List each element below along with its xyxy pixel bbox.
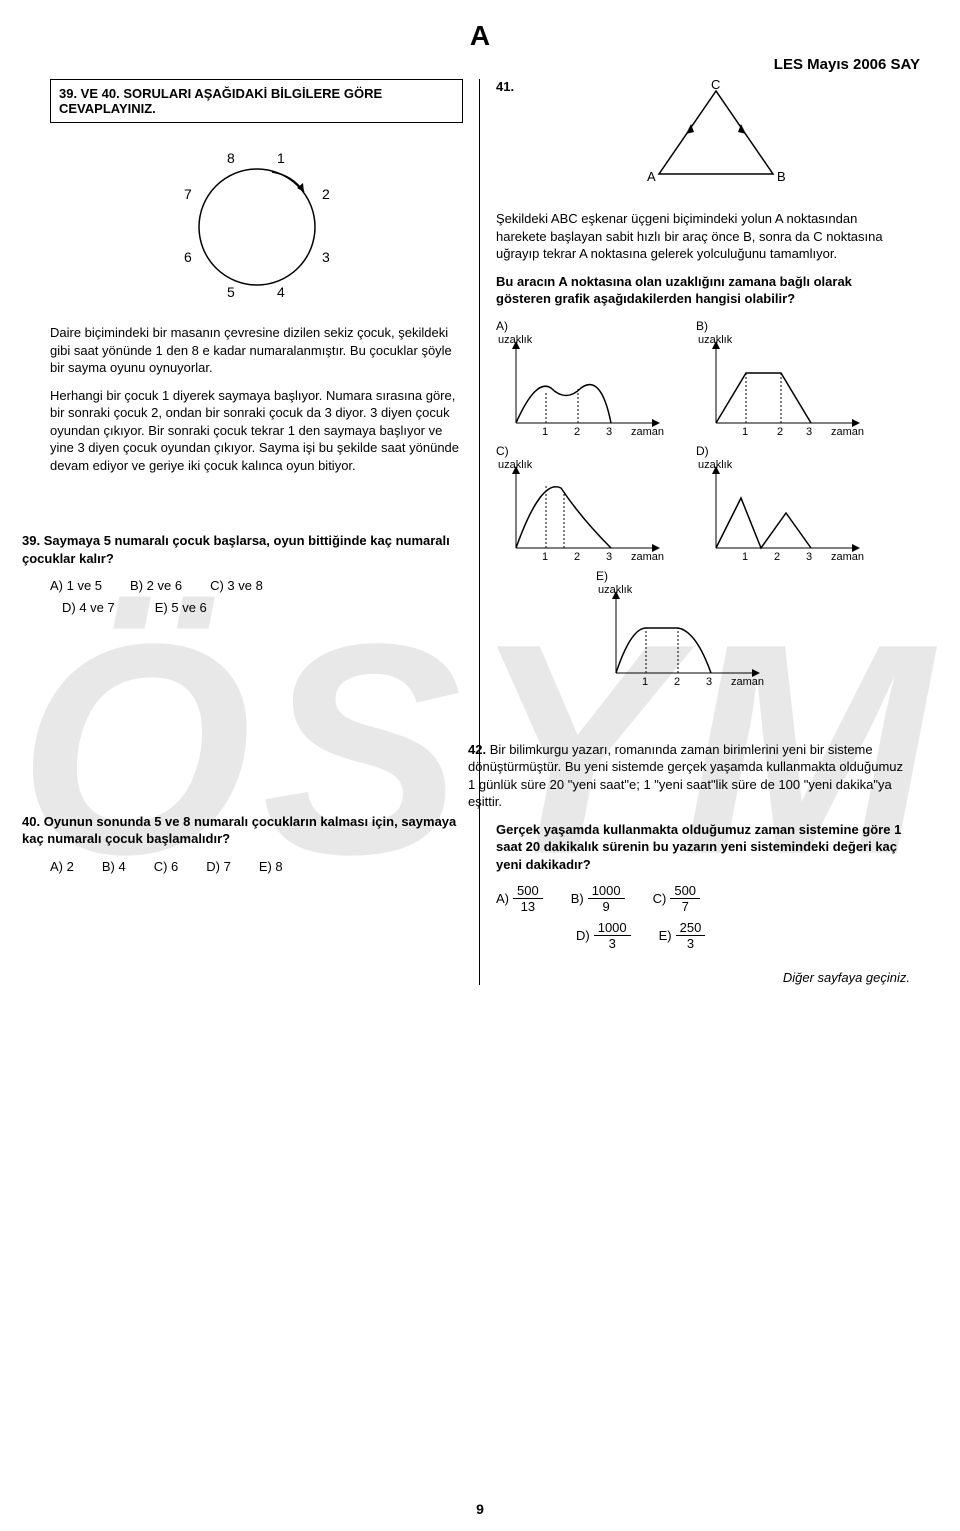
q41-opt-e[interactable]: E) uzaklık 1 2 bbox=[596, 568, 776, 693]
q42-opt-d[interactable]: D) 10003 bbox=[576, 921, 631, 950]
svg-text:zaman: zaman bbox=[631, 426, 664, 438]
svg-text:2: 2 bbox=[322, 186, 330, 202]
q42-number: 42. bbox=[468, 742, 486, 757]
question-41: 41. C A B bbox=[496, 79, 910, 693]
booklet-letter: A bbox=[40, 20, 920, 52]
svg-text:zaman: zaman bbox=[831, 551, 864, 563]
q42-paragraph-2: Gerçek yaşamda kullanmakta olduğumuz zam… bbox=[496, 821, 910, 874]
q40-opt-b[interactable]: B) 4 bbox=[102, 858, 126, 876]
q41-paragraph-2: Bu aracın A noktasına olan uzaklığını za… bbox=[496, 273, 910, 308]
q42-opt-b[interactable]: B) 10009 bbox=[571, 884, 625, 913]
q41-charts-row2: C) uzaklık 1 2 bbox=[496, 443, 910, 568]
left-column: 39. VE 40. SORULARI AŞAĞIDAKİ BİLGİLERE … bbox=[40, 79, 480, 985]
svg-text:2: 2 bbox=[574, 426, 580, 438]
q41-opt-d[interactable]: D) uzaklık 1 2 3 zam bbox=[696, 443, 876, 568]
q41-number: 41. bbox=[496, 79, 514, 202]
page-number: 9 bbox=[476, 1501, 484, 1517]
svg-text:1: 1 bbox=[642, 676, 648, 688]
q39-opt-d[interactable]: D) 4 ve 7 bbox=[62, 599, 115, 617]
svg-text:1: 1 bbox=[277, 150, 285, 166]
svg-text:3: 3 bbox=[606, 551, 612, 563]
q39-number: 39. bbox=[22, 533, 40, 548]
svg-text:1: 1 bbox=[542, 426, 548, 438]
q41-charts-row3: E) uzaklık 1 2 bbox=[496, 568, 910, 693]
question-42: 42. Bir bilimkurgu yazarı, romanında zam… bbox=[496, 741, 910, 950]
svg-text:1: 1 bbox=[742, 551, 748, 563]
svg-text:1: 1 bbox=[742, 426, 748, 438]
exam-title: LES Mayıs 2006 SAY bbox=[40, 56, 920, 73]
q39-opt-c[interactable]: C) 3 ve 8 bbox=[210, 577, 263, 595]
svg-text:zaman: zaman bbox=[631, 551, 664, 563]
q42-paragraph-1: Bir bilimkurgu yazarı, romanında zaman b… bbox=[468, 742, 903, 810]
instruction-box: 39. VE 40. SORULARI AŞAĞIDAKİ BİLGİLERE … bbox=[50, 79, 463, 123]
svg-text:1: 1 bbox=[542, 551, 548, 563]
svg-text:zaman: zaman bbox=[731, 676, 764, 688]
q40-opt-a[interactable]: A) 2 bbox=[50, 858, 74, 876]
svg-text:4: 4 bbox=[277, 284, 285, 300]
svg-text:3: 3 bbox=[806, 551, 812, 563]
q40-opt-c[interactable]: C) 6 bbox=[154, 858, 179, 876]
q42-opt-a[interactable]: A) 50013 bbox=[496, 884, 543, 913]
context-paragraph-1: Daire biçimindeki bir masanın çevresine … bbox=[50, 324, 463, 377]
svg-text:2: 2 bbox=[774, 551, 780, 563]
q41-charts-row1: A) uzaklık 1 2 bbox=[496, 318, 910, 443]
svg-text:3: 3 bbox=[322, 249, 330, 265]
svg-text:zaman: zaman bbox=[831, 426, 864, 438]
svg-text:7: 7 bbox=[184, 186, 192, 202]
right-column: 41. C A B bbox=[480, 79, 920, 985]
q41-opt-b[interactable]: B) uzaklık 1 2 bbox=[696, 318, 876, 443]
footer-note: Diğer sayfaya geçiniz. bbox=[496, 970, 910, 985]
svg-text:B: B bbox=[777, 169, 786, 184]
svg-text:3: 3 bbox=[806, 426, 812, 438]
svg-text:2: 2 bbox=[777, 426, 783, 438]
svg-text:2: 2 bbox=[674, 676, 680, 688]
q41-opt-c[interactable]: C) uzaklık 1 2 bbox=[496, 443, 676, 568]
q41-paragraph-1: Şekildeki ABC eşkenar üçgeni biçimindeki… bbox=[496, 210, 910, 263]
svg-text:5: 5 bbox=[227, 284, 235, 300]
question-40: 40. Oyunun sonunda 5 ve 8 numaralı çocuk… bbox=[22, 813, 463, 876]
svg-text:6: 6 bbox=[184, 249, 192, 265]
q39-opt-b[interactable]: B) 2 ve 6 bbox=[130, 577, 182, 595]
svg-text:3: 3 bbox=[606, 426, 612, 438]
q39-opt-e[interactable]: E) 5 ve 6 bbox=[155, 599, 207, 617]
question-39: 39. Saymaya 5 numaralı çocuk başlarsa, o… bbox=[22, 532, 463, 616]
q42-opt-c[interactable]: C) 5007 bbox=[653, 884, 700, 913]
q39-text: Saymaya 5 numaralı çocuk başlarsa, oyun … bbox=[22, 533, 450, 566]
q41-opt-a[interactable]: A) uzaklık 1 2 bbox=[496, 318, 676, 443]
q40-text: Oyunun sonunda 5 ve 8 numaralı çocukları… bbox=[22, 814, 456, 847]
q40-opt-d[interactable]: D) 7 bbox=[206, 858, 231, 876]
circle-diagram: 1 2 3 4 5 6 7 8 bbox=[50, 137, 463, 310]
svg-text:2: 2 bbox=[574, 551, 580, 563]
q40-opt-e[interactable]: E) 8 bbox=[259, 858, 283, 876]
svg-text:8: 8 bbox=[227, 150, 235, 166]
svg-text:3: 3 bbox=[706, 676, 712, 688]
q40-number: 40. bbox=[22, 814, 40, 829]
triangle-diagram: C A B bbox=[522, 79, 910, 192]
svg-text:C: C bbox=[711, 79, 720, 92]
svg-text:A: A bbox=[647, 169, 656, 184]
context-paragraph-2: Herhangi bir çocuk 1 diyerek saymaya baş… bbox=[50, 387, 463, 475]
q42-opt-e[interactable]: E) 2503 bbox=[659, 921, 706, 950]
q39-opt-a[interactable]: A) 1 ve 5 bbox=[50, 577, 102, 595]
